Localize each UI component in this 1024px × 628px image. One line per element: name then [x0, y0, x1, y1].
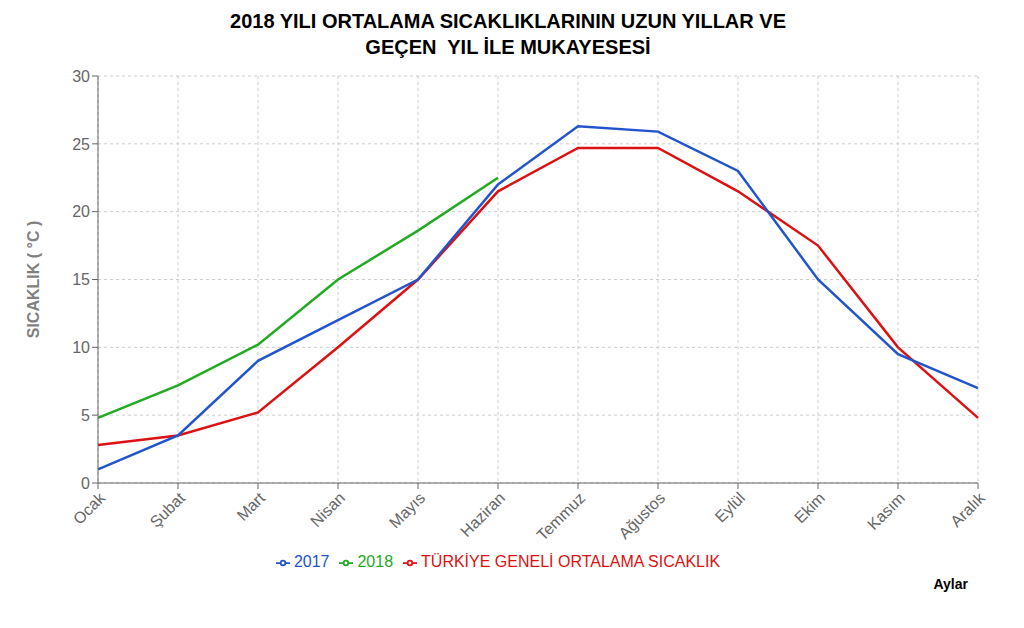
svg-text:10: 10	[72, 339, 90, 356]
svg-text:15: 15	[72, 271, 90, 288]
svg-text:Mayıs: Mayıs	[386, 489, 428, 531]
svg-text:Şubat: Şubat	[147, 489, 189, 531]
svg-text:Ekim: Ekim	[791, 489, 828, 526]
svg-text:Nisan: Nisan	[307, 489, 348, 530]
svg-text:Ocak: Ocak	[70, 488, 109, 527]
svg-text:30: 30	[72, 68, 90, 85]
svg-text:Haziran: Haziran	[457, 489, 508, 540]
svg-text:Ağustos: Ağustos	[615, 489, 668, 542]
svg-text:SICAKLIK ( °C ): SICAKLIK ( °C )	[25, 221, 42, 339]
svg-text:Mart: Mart	[234, 489, 269, 524]
svg-text:Kasım: Kasım	[864, 489, 908, 533]
html-text:GEÇEN YIL İLE MUKAYESESİ: GEÇEN YIL İLE MUKAYESESİ	[365, 36, 651, 58]
svg-text:0: 0	[81, 475, 90, 492]
svg-text:25: 25	[72, 136, 90, 153]
svg-text:20: 20	[72, 203, 90, 220]
svg-text:Eylül: Eylül	[712, 489, 749, 526]
html-text:Aylar: Aylar	[933, 576, 968, 592]
svg-text:Aralık: Aralık	[947, 488, 989, 530]
html-text:2018: 2018	[357, 553, 394, 570]
svg-text:Temmuz: Temmuz	[533, 489, 588, 544]
svg-text:5: 5	[81, 407, 90, 424]
html-text:2017: 2017	[293, 553, 330, 570]
html-text:TÜRKİYE GENELİ ORTALAMA SICAKL: TÜRKİYE GENELİ ORTALAMA SICAKLIK	[421, 553, 721, 570]
html-text:2018 YILI ORTALAMA SICAKLIKLAR: 2018 YILI ORTALAMA SICAKLIKLARININ UZUN …	[230, 10, 786, 32]
